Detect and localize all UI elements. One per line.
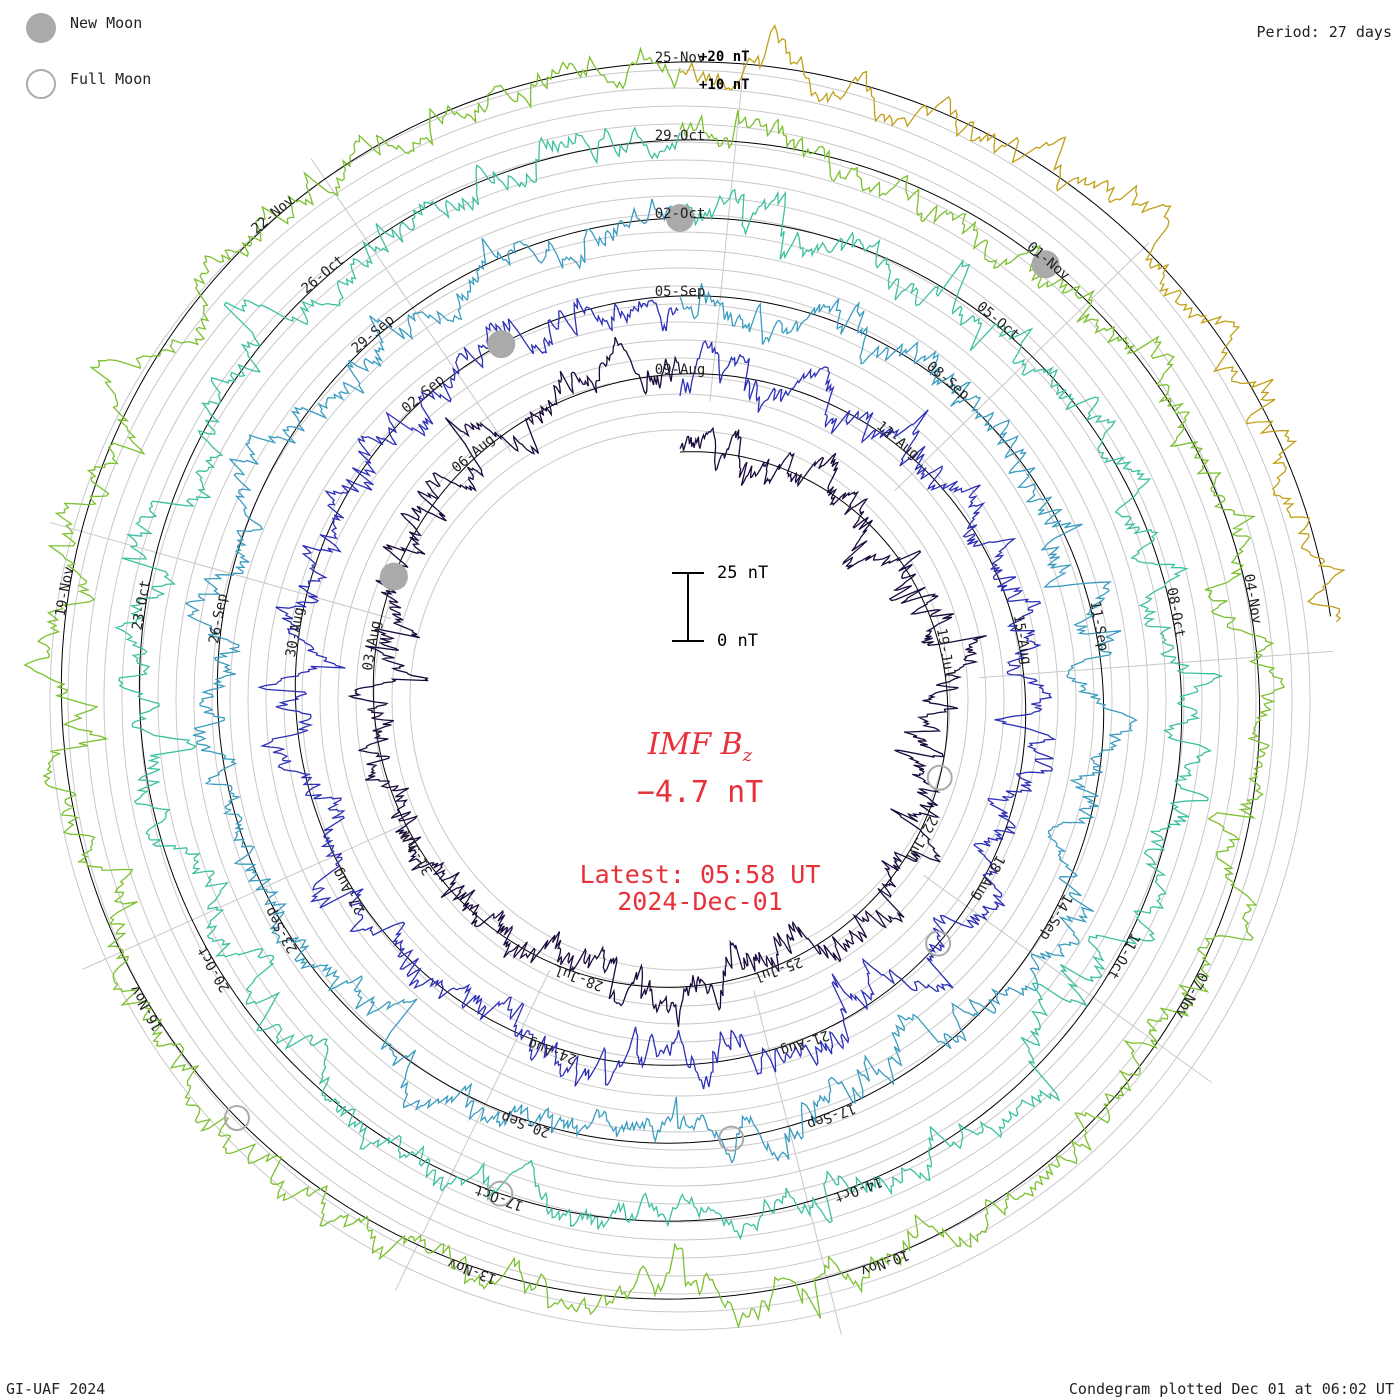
- series-line-6: [679, 23, 1346, 623]
- date-label: 25-Nov: [655, 50, 706, 66]
- zero-spiral: [60, 61, 1331, 1300]
- day-spoke: [49, 521, 392, 620]
- date-label: 16-Nov: [127, 982, 166, 1034]
- date-label: 21-Aug: [778, 1026, 831, 1058]
- full-moon-marker: [925, 930, 952, 957]
- date-label: 12-Aug: [873, 418, 922, 463]
- series-line-4: [114, 126, 1224, 1241]
- grid-ring: [301, 321, 1059, 1079]
- plotted-timestamp: Condegram plotted Dec 01 at 06:02 UT: [1068, 1380, 1394, 1398]
- date-label: 29-Oct: [655, 128, 706, 144]
- grid-ring: [355, 375, 1005, 1025]
- date-label: 05-Sep: [655, 284, 706, 300]
- zero-reference-rings: [60, 61, 1331, 1300]
- grid-ring: [409, 429, 951, 971]
- day-spoke: [82, 822, 407, 970]
- day-spoke: [395, 970, 551, 1291]
- grid-ring: [391, 411, 969, 989]
- latest-date: 2024-Dec-01: [617, 887, 783, 916]
- series-line-2: [257, 298, 1057, 1090]
- current-value: −4.7 nT: [636, 775, 764, 810]
- full-moon-marker: [718, 1125, 745, 1152]
- grid-ring: [337, 357, 1023, 1043]
- grid-ring: [247, 267, 1113, 1133]
- chart-title-sub: z: [742, 745, 753, 766]
- period-label: Period: 27 days: [1256, 23, 1392, 41]
- date-labels: 19-Jul22-Jul25-Jul28-Jul31-Jul03-Aug06-A…: [53, 50, 1265, 1287]
- full-moon-marker: [926, 764, 953, 791]
- date-label: 09-Aug: [655, 362, 706, 378]
- scale-bottom-label: 0 nT: [717, 631, 758, 651]
- date-label: 15-Aug: [1010, 613, 1035, 666]
- scale-top-label: 25 nT: [717, 563, 769, 583]
- date-label: 04-Nov: [1240, 573, 1265, 626]
- full-moon-icon: [26, 69, 56, 99]
- grid-ring: [67, 87, 1293, 1313]
- grid-ring: [85, 105, 1275, 1295]
- full-moon-marker: [487, 1180, 514, 1207]
- date-label: 19-Nov: [53, 565, 78, 618]
- series-line-3: [184, 198, 1138, 1164]
- day-spoke: [310, 158, 512, 453]
- grid-ring: [121, 141, 1239, 1259]
- grid-ring: [229, 249, 1131, 1151]
- new-moon-marker: [1031, 250, 1060, 279]
- new-moon-marker: [487, 330, 516, 359]
- date-label: 26-Oct: [299, 252, 348, 297]
- grid-rings: [49, 69, 1311, 1331]
- day-spoke: [923, 874, 1213, 1083]
- legend-new-moon-label: New Moon: [70, 14, 143, 32]
- date-label: 05-Oct: [973, 299, 1022, 344]
- series-line-1: [347, 336, 987, 1028]
- day-spokes: [49, 48, 1334, 1335]
- chart-title: IMF Bz: [0, 727, 1400, 766]
- date-label: 08-Oct: [1163, 586, 1188, 639]
- series-line-5: [23, 46, 1286, 1330]
- date-label: 20-Oct: [194, 943, 233, 995]
- data-series: [23, 23, 1346, 1330]
- date-label: 19-Jul: [933, 627, 958, 680]
- ring-label-plus10: +10 nT: [699, 77, 750, 93]
- full-moon-marker: [223, 1104, 250, 1131]
- chart-title-main: IMF B: [647, 727, 743, 762]
- credit-label: GI-UAF 2024: [6, 1380, 106, 1398]
- new-moon-icon: [26, 13, 56, 43]
- grid-ring: [193, 213, 1167, 1187]
- day-spoke: [979, 650, 1334, 679]
- date-label: 03-Aug: [360, 619, 385, 672]
- date-label: 08-Sep: [923, 358, 972, 403]
- date-label: 13-Nov: [446, 1254, 499, 1286]
- scale-bar: [672, 572, 704, 642]
- ring-label-plus20: +20 nT: [699, 49, 750, 65]
- date-label: 10-Nov: [858, 1246, 911, 1278]
- day-spoke: [894, 242, 1150, 491]
- date-label: 02-Oct: [655, 206, 706, 222]
- date-label: 23-Oct: [129, 579, 154, 632]
- new-moon-marker: [379, 562, 408, 591]
- legend-full-moon-label: Full Moon: [70, 70, 152, 88]
- grid-ring: [103, 123, 1257, 1277]
- grid-ring: [49, 69, 1311, 1331]
- date-label: 07-Nov: [1171, 969, 1210, 1021]
- grid-ring: [157, 177, 1203, 1223]
- new-moon-marker: [666, 204, 694, 232]
- grid-ring: [283, 303, 1077, 1097]
- date-label: 24-Aug: [526, 1035, 579, 1067]
- date-label: 22-Nov: [248, 192, 297, 237]
- grid-ring: [265, 285, 1095, 1115]
- moon-markers: [223, 204, 1060, 1207]
- date-label: 26-Sep: [206, 592, 231, 645]
- day-spoke: [709, 48, 746, 402]
- latest-time: Latest: 05:58 UT: [579, 860, 821, 889]
